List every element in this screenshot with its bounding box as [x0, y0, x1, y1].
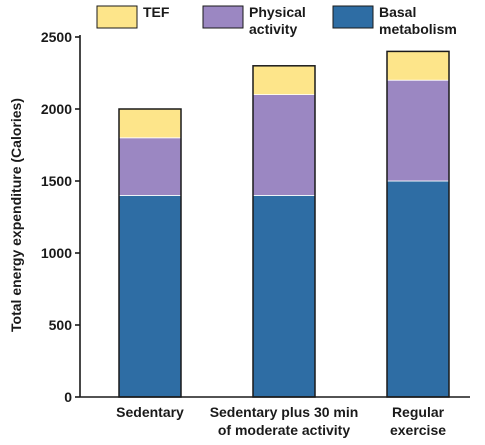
- category-label: Sedentary plus 30 min of moderate activit…: [210, 404, 359, 438]
- legend: TEF Physical activity Basal metabolism: [96, 4, 457, 37]
- category-label-line: Regular: [392, 404, 445, 420]
- legend-label: Physical activity: [249, 4, 306, 37]
- bars: [118, 50, 450, 398]
- category-label-line: Sedentary plus 30 min: [210, 404, 359, 420]
- y-axis: 0 500 1000 1500 2000 2500: [41, 29, 81, 405]
- category-label-line: exercise: [390, 422, 446, 438]
- bar-segment: [386, 79, 450, 182]
- bar-segment: [118, 137, 182, 196]
- y-tick-label: 1000: [41, 245, 72, 261]
- category-label-line: of moderate activity: [218, 422, 350, 438]
- legend-label-line: Basal: [379, 4, 416, 20]
- bar-segment: [252, 194, 316, 398]
- bar-segment: [252, 94, 316, 196]
- legend-label: Basal metabolism: [379, 4, 457, 37]
- y-tick-label: 2000: [41, 101, 72, 117]
- x-axis: Sedentary Sedentary plus 30 min of moderat…: [80, 396, 470, 438]
- legend-label-line: activity: [249, 21, 297, 37]
- legend-swatch: [96, 5, 138, 29]
- y-tick-label: 500: [49, 317, 73, 333]
- legend-label-line: metabolism: [379, 21, 457, 37]
- category-label-line: Sedentary: [116, 404, 184, 420]
- legend-label-line: Physical: [249, 4, 306, 20]
- y-tick-label: 1500: [41, 173, 72, 189]
- y-tick-label: 0: [64, 389, 72, 405]
- legend-label: TEF: [143, 4, 170, 20]
- legend-label-line: TEF: [143, 4, 170, 20]
- bar-segment: [118, 194, 182, 398]
- y-tick-label: 2500: [41, 29, 72, 45]
- category-label: Sedentary: [116, 404, 184, 420]
- bar-segment: [118, 108, 182, 139]
- bar-segment: [252, 65, 316, 96]
- category-label: Regular exercise: [390, 404, 446, 438]
- bar-segment: [386, 180, 450, 398]
- legend-swatch: [332, 5, 374, 29]
- bar-segment: [386, 51, 450, 81]
- y-axis-label: Total energy expenditure (Calories): [8, 98, 24, 332]
- legend-swatch: [202, 5, 244, 29]
